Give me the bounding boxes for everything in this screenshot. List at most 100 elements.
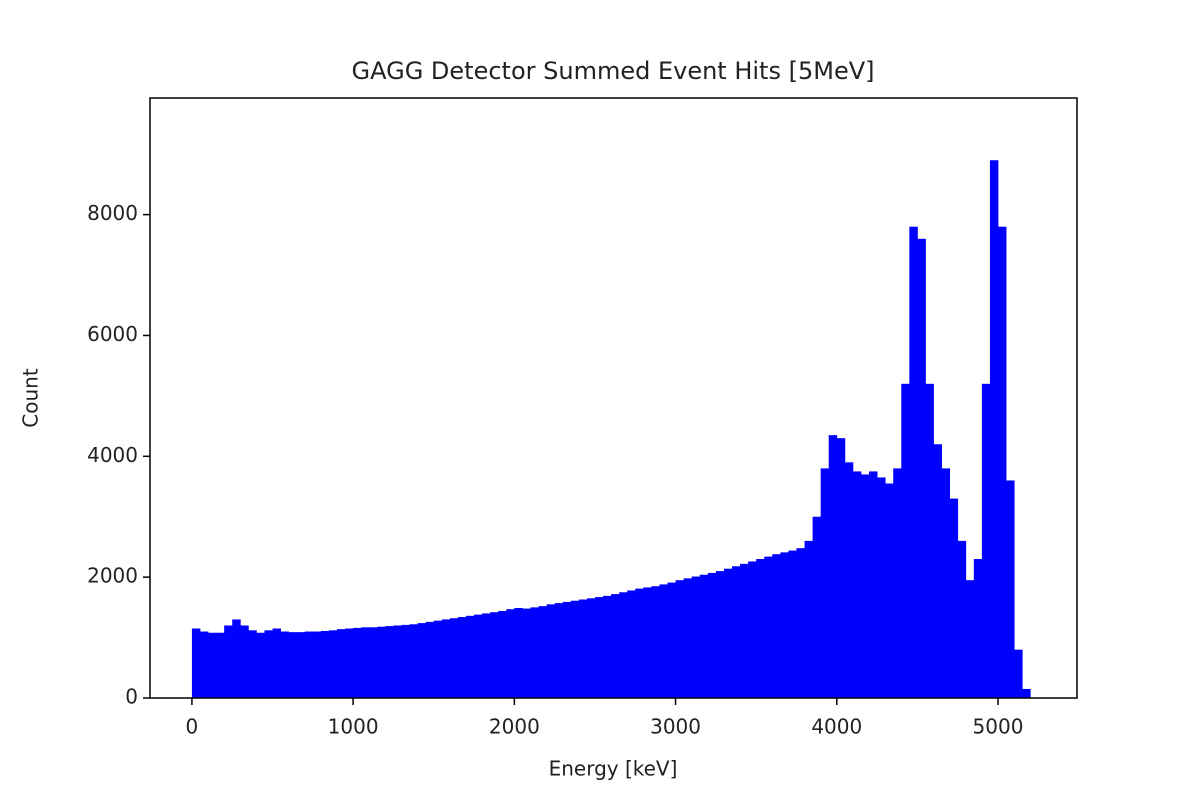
bar bbox=[788, 550, 797, 698]
y-axis-label: Count bbox=[19, 368, 43, 428]
bar bbox=[909, 226, 918, 698]
bar bbox=[965, 580, 975, 698]
bar bbox=[957, 540, 967, 698]
bar bbox=[594, 597, 604, 698]
bar bbox=[731, 566, 741, 698]
bar bbox=[893, 468, 902, 698]
bar bbox=[417, 623, 427, 698]
y-tick-label: 0 bbox=[125, 685, 138, 709]
y-tick-label: 2000 bbox=[87, 564, 138, 588]
bar bbox=[433, 620, 443, 698]
bar bbox=[756, 559, 765, 698]
bar bbox=[780, 552, 789, 698]
bar bbox=[820, 468, 830, 698]
bar bbox=[707, 572, 717, 698]
bar bbox=[522, 608, 531, 698]
bar bbox=[578, 599, 588, 698]
bar bbox=[852, 471, 862, 698]
bar bbox=[457, 617, 467, 698]
bar bbox=[723, 568, 733, 698]
bar bbox=[869, 471, 878, 698]
bar bbox=[603, 595, 612, 698]
x-tick-label: 5000 bbox=[973, 715, 1024, 739]
bar bbox=[1014, 649, 1023, 698]
bar bbox=[506, 609, 515, 698]
bar bbox=[925, 383, 934, 698]
bar bbox=[860, 474, 870, 698]
bar bbox=[554, 603, 564, 698]
bar bbox=[877, 477, 886, 698]
bar bbox=[224, 625, 233, 698]
bar bbox=[772, 554, 781, 698]
bar bbox=[216, 632, 225, 698]
bar bbox=[248, 630, 257, 698]
bar bbox=[474, 614, 483, 698]
bar bbox=[465, 615, 475, 698]
bar bbox=[1022, 688, 1031, 698]
bar bbox=[425, 621, 435, 698]
bar bbox=[514, 607, 523, 698]
plot-frame bbox=[149, 97, 1078, 699]
chart-title: GAGG Detector Summed Event Hits [5MeV] bbox=[352, 57, 875, 85]
bar bbox=[546, 604, 556, 698]
bar bbox=[699, 574, 709, 698]
bar bbox=[981, 383, 991, 698]
bar bbox=[635, 588, 644, 698]
bar bbox=[973, 559, 983, 698]
bar bbox=[272, 628, 281, 698]
bar bbox=[337, 629, 346, 698]
bar bbox=[998, 226, 1007, 698]
bar bbox=[796, 548, 805, 698]
bar bbox=[199, 631, 209, 698]
bar bbox=[651, 586, 660, 698]
bar bbox=[659, 584, 668, 698]
y-tick-label: 6000 bbox=[87, 322, 138, 346]
bar bbox=[296, 632, 306, 698]
bar bbox=[304, 631, 314, 698]
bar bbox=[941, 468, 951, 698]
bar bbox=[667, 582, 676, 698]
bar bbox=[740, 563, 749, 698]
bar bbox=[885, 483, 894, 698]
y-tick-label: 4000 bbox=[87, 443, 138, 467]
bar bbox=[208, 632, 217, 698]
bar bbox=[280, 631, 290, 698]
bar bbox=[562, 601, 572, 698]
y-tick-label: 8000 bbox=[87, 201, 138, 225]
bar bbox=[917, 238, 926, 698]
bar bbox=[538, 606, 547, 698]
bar bbox=[441, 619, 451, 698]
bar bbox=[949, 498, 959, 698]
bar bbox=[232, 619, 241, 698]
bar bbox=[804, 540, 814, 698]
bar bbox=[836, 438, 846, 698]
bar bbox=[490, 612, 499, 698]
bar bbox=[989, 160, 999, 698]
bar bbox=[933, 444, 942, 698]
bar bbox=[748, 561, 757, 698]
bar bbox=[643, 587, 652, 698]
bar bbox=[828, 435, 838, 698]
bar bbox=[586, 598, 596, 698]
bar bbox=[570, 600, 580, 698]
bar bbox=[256, 632, 265, 698]
bar bbox=[611, 594, 620, 698]
x-tick-label: 0 bbox=[186, 715, 199, 739]
bar bbox=[328, 630, 338, 698]
bar bbox=[675, 580, 685, 698]
bar bbox=[377, 626, 386, 698]
x-tick-label: 4000 bbox=[811, 715, 862, 739]
bar bbox=[844, 462, 854, 698]
bar bbox=[393, 625, 402, 698]
bar bbox=[191, 628, 201, 698]
x-tick-label: 1000 bbox=[328, 715, 379, 739]
bar bbox=[619, 592, 628, 698]
bar bbox=[361, 627, 370, 698]
bar bbox=[312, 631, 322, 698]
bar bbox=[1006, 480, 1015, 698]
bar bbox=[240, 625, 249, 698]
bar bbox=[812, 516, 822, 698]
bar bbox=[530, 607, 539, 698]
